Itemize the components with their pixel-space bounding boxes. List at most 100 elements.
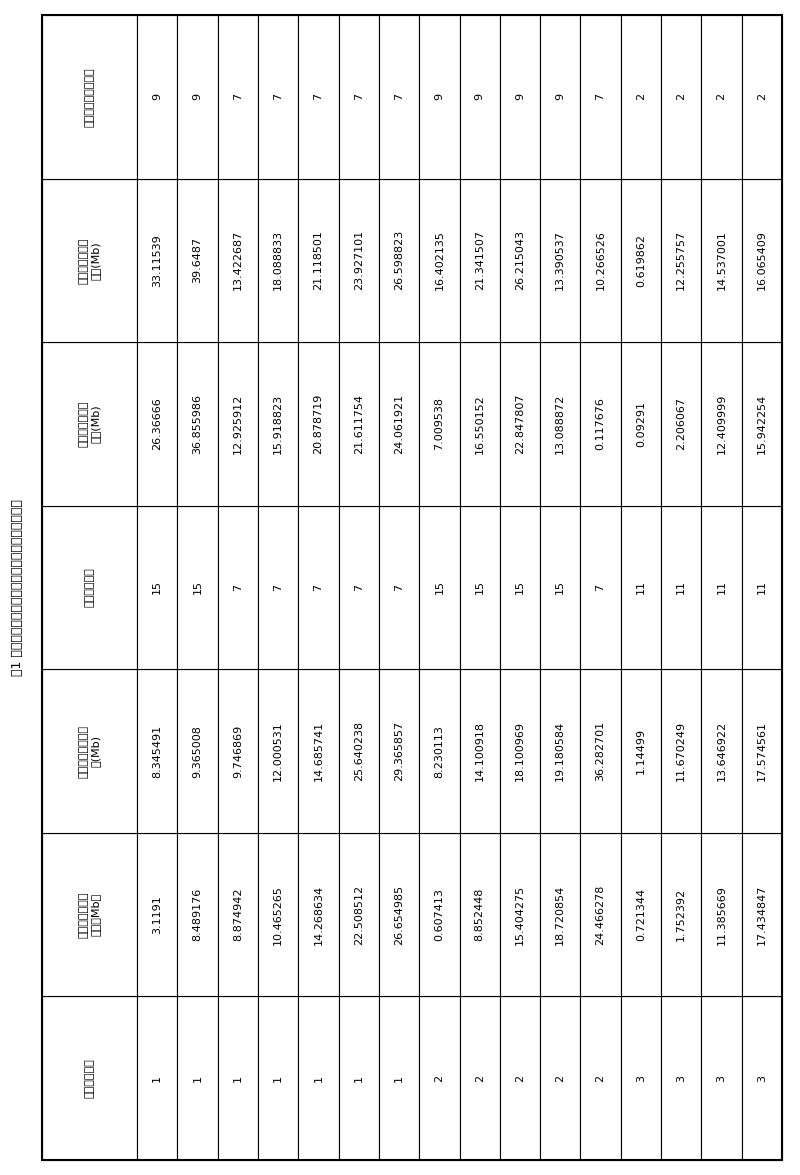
Bar: [258, 670, 298, 833]
Text: 9: 9: [515, 93, 525, 100]
Text: 1: 1: [233, 1075, 242, 1082]
Text: 11: 11: [717, 580, 726, 595]
Bar: [178, 179, 218, 342]
Text: 7: 7: [394, 584, 404, 591]
Text: 9.365008: 9.365008: [193, 725, 202, 778]
Bar: [178, 15, 218, 179]
Text: 21.341507: 21.341507: [474, 230, 485, 290]
Bar: [500, 670, 540, 833]
Bar: [459, 505, 500, 670]
Bar: [540, 505, 581, 670]
Text: 9: 9: [474, 93, 485, 100]
Text: 9.746869: 9.746869: [233, 725, 242, 778]
Text: 14.100918: 14.100918: [474, 721, 485, 781]
Bar: [338, 833, 379, 996]
Text: 15.404275: 15.404275: [515, 885, 525, 945]
Text: 24.061921: 24.061921: [394, 394, 404, 454]
Bar: [661, 505, 702, 670]
Text: 18.088833: 18.088833: [273, 230, 283, 290]
Text: 21.611754: 21.611754: [354, 394, 364, 454]
Text: 8.230113: 8.230113: [434, 725, 444, 778]
Text: 13.088872: 13.088872: [555, 394, 566, 454]
Bar: [338, 342, 379, 505]
Text: 39.6487: 39.6487: [193, 237, 202, 283]
Bar: [621, 179, 661, 342]
Text: 1: 1: [152, 1075, 162, 1082]
Text: 24.466278: 24.466278: [595, 885, 606, 945]
Text: 苹果染色体起始
位置(Mb): 苹果染色体起始 位置(Mb): [78, 401, 100, 448]
Bar: [419, 670, 459, 833]
Text: 15: 15: [555, 580, 566, 595]
Bar: [379, 15, 419, 179]
Text: 1.752392: 1.752392: [676, 888, 686, 941]
Bar: [742, 505, 782, 670]
Text: 7: 7: [233, 584, 242, 591]
Text: 10.266526: 10.266526: [595, 230, 606, 290]
Text: 2: 2: [717, 93, 726, 100]
Bar: [742, 996, 782, 1160]
Text: 0.09291: 0.09291: [636, 401, 646, 446]
Bar: [137, 15, 178, 179]
Bar: [42, 15, 137, 179]
Bar: [702, 996, 742, 1160]
Bar: [338, 179, 379, 342]
Bar: [178, 342, 218, 505]
Bar: [137, 179, 178, 342]
Text: 1.14499: 1.14499: [636, 728, 646, 774]
Bar: [42, 179, 137, 342]
Bar: [338, 505, 379, 670]
Bar: [338, 670, 379, 833]
Bar: [258, 996, 298, 1160]
Text: 蔷薇科祖先染色体号: 蔷薇科祖先染色体号: [85, 67, 94, 127]
Text: 苹果染色体起始
位置（Mb）: 苹果染色体起始 位置（Mb）: [78, 892, 100, 938]
Text: 18.100969: 18.100969: [515, 721, 525, 781]
Bar: [742, 670, 782, 833]
Text: 2.206067: 2.206067: [676, 397, 686, 450]
Bar: [540, 15, 581, 179]
Text: 15: 15: [152, 580, 162, 595]
Bar: [379, 505, 419, 670]
Text: 11.385669: 11.385669: [717, 885, 726, 945]
Bar: [459, 15, 500, 179]
Text: 10.465265: 10.465265: [273, 885, 283, 945]
Bar: [178, 505, 218, 670]
Text: 13.646922: 13.646922: [717, 721, 726, 781]
Bar: [42, 505, 137, 670]
Text: 13.422687: 13.422687: [233, 230, 242, 290]
Text: 1: 1: [193, 1075, 202, 1082]
Text: 15: 15: [193, 580, 202, 595]
Bar: [218, 179, 258, 342]
Text: 26.215043: 26.215043: [515, 230, 525, 290]
Bar: [500, 996, 540, 1160]
Text: 7: 7: [595, 93, 606, 100]
Bar: [540, 179, 581, 342]
Text: 17.434847: 17.434847: [757, 885, 767, 945]
Text: 2: 2: [434, 1075, 444, 1082]
Text: 0.117676: 0.117676: [595, 397, 606, 450]
Bar: [258, 15, 298, 179]
Bar: [338, 996, 379, 1160]
Bar: [581, 505, 621, 670]
Text: 36.855986: 36.855986: [193, 394, 202, 454]
Text: 17.574561: 17.574561: [757, 721, 767, 781]
Bar: [178, 833, 218, 996]
Text: 1: 1: [354, 1075, 364, 1082]
Text: 12.000531: 12.000531: [273, 721, 283, 781]
Text: 15: 15: [515, 580, 525, 595]
Text: 3.1191: 3.1191: [152, 895, 162, 934]
Bar: [459, 833, 500, 996]
Text: 11: 11: [676, 580, 686, 595]
Text: 9: 9: [434, 93, 444, 100]
Text: 8.874942: 8.874942: [233, 888, 242, 941]
Text: 14.268634: 14.268634: [314, 885, 323, 945]
Bar: [500, 15, 540, 179]
Text: 12.409999: 12.409999: [717, 394, 726, 454]
Text: 14.685741: 14.685741: [314, 721, 323, 781]
Bar: [540, 996, 581, 1160]
Text: 12.255757: 12.255757: [676, 230, 686, 290]
Bar: [137, 833, 178, 996]
Bar: [298, 833, 338, 996]
Bar: [137, 996, 178, 1160]
Text: 2: 2: [636, 93, 646, 100]
Text: 36.282701: 36.282701: [595, 721, 606, 781]
